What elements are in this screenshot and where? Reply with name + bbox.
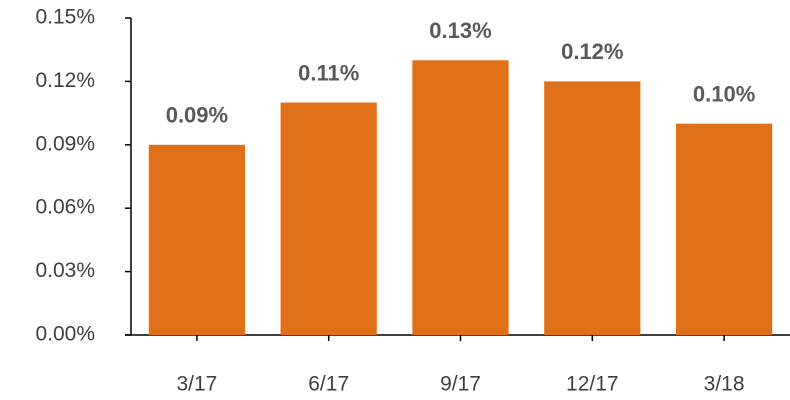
value-label: 0.13% (429, 18, 491, 43)
value-label: 0.12% (561, 39, 623, 64)
bar (412, 60, 509, 336)
value-label: 0.09% (166, 103, 228, 128)
y-tick-label: 0.09% (35, 132, 95, 155)
y-tick-label: 0.12% (35, 69, 95, 92)
bar (675, 123, 773, 336)
value-label: 0.11% (298, 60, 359, 85)
bar (148, 144, 246, 335)
x-tick-label: 9/17 (440, 373, 481, 396)
bar (544, 81, 641, 336)
bar (280, 102, 377, 336)
value-label: 0.10% (693, 81, 755, 106)
y-tick-label: 0.06% (35, 196, 95, 219)
y-tick-label: 0.00% (35, 323, 95, 346)
x-tick-label: 3/18 (704, 373, 745, 396)
y-tick-label: 0.03% (35, 259, 95, 282)
x-tick-label: 3/17 (176, 373, 217, 396)
y-tick-label: 0.15% (35, 6, 95, 29)
x-tick-label: 6/17 (308, 373, 349, 396)
x-tick-label: 12/17 (566, 373, 619, 396)
